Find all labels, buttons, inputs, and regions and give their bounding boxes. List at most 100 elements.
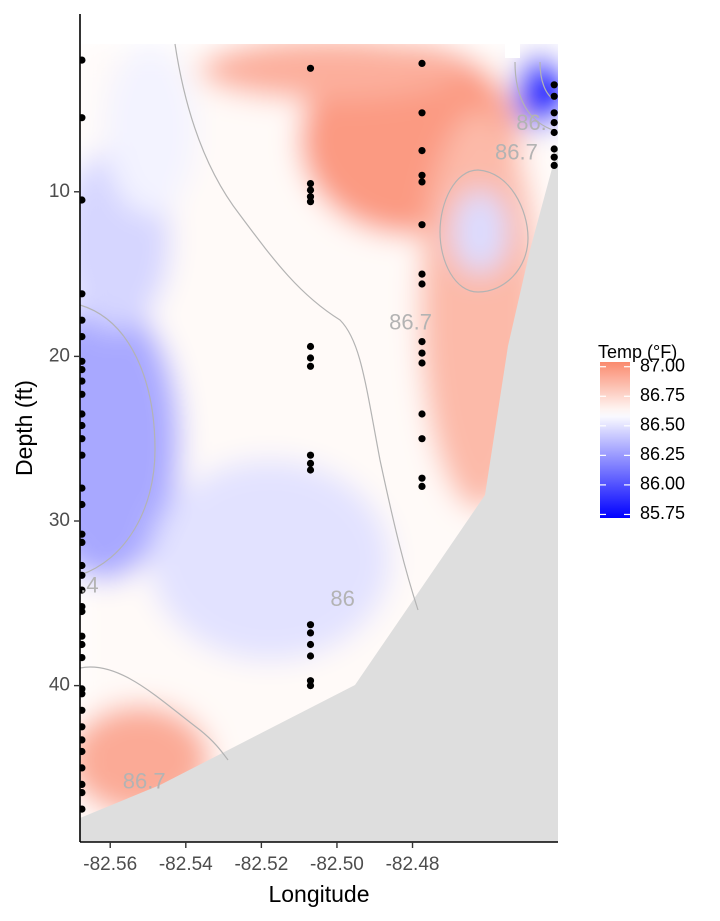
station-point [80,706,86,714]
station-point [306,354,315,362]
station-point [550,119,558,127]
station-point [418,338,426,346]
station-point [418,482,426,490]
legend-label: 86.75 [640,385,685,405]
station-point [80,747,86,756]
station-points [80,56,558,813]
station-point [80,366,86,374]
axes: -82.56 -82.54 -82.52 -82.50 -82.48 10203040 … [11,14,558,907]
contour-label: 86.7 [123,769,166,794]
station-point [306,466,315,474]
station-point [80,530,86,538]
station-point [80,571,86,579]
station-point [80,500,86,509]
contour-line [174,43,419,611]
station-point [418,270,426,278]
station-point [418,410,426,418]
station-point [80,607,86,616]
station-point [80,484,86,492]
station-point [306,193,315,201]
station-point [550,161,558,169]
station-point [306,621,315,629]
station-point [306,640,315,649]
station-point [80,586,86,594]
station-point [418,109,426,117]
station-point [80,196,86,204]
station-point [550,109,558,117]
station-point [418,221,426,229]
station-point [80,640,86,649]
station-point [80,780,86,788]
station-point [550,153,558,161]
station-point [306,652,315,660]
legend: Temp (°F) 87.00 86.75 86.50 86.25 86.00 85.75 [598,342,685,523]
station-point [306,342,315,351]
y-tick-label: 40 [49,675,70,696]
station-point [418,147,426,155]
temperature-field [80,14,558,842]
station-point [306,451,315,459]
station-point [550,145,558,153]
station-point [550,128,558,137]
station-point [80,290,86,298]
station-point [80,451,86,459]
legend-label: 86.25 [640,444,685,464]
station-point [80,632,86,640]
station-point [80,764,86,772]
station-point [306,186,315,194]
station-point [418,435,426,443]
station-point [418,474,426,482]
station-point [80,561,86,570]
y-axis-title: Depth (ft) [11,380,37,476]
station-point [306,64,315,72]
station-point [550,92,558,100]
station-point [80,654,86,662]
station-point [306,629,315,637]
temperature-blob [452,190,508,274]
x-axis-title: Longitude [268,881,369,907]
station-point [80,333,86,341]
station-point [550,81,558,89]
station-point [80,56,86,64]
station-point [418,171,426,179]
station-point [418,178,426,186]
station-point [80,357,86,365]
y-tick-label: 30 [49,510,70,531]
contour-line [80,666,229,761]
contour-label: 86.7 [495,140,538,165]
y-tick-label: 20 [49,345,70,366]
y-axis-ticks: 10 20 30 40 [49,181,80,696]
station-point [306,362,315,370]
station-point [80,435,86,443]
contour-label: 86. [516,110,547,135]
contour-label: 86.7 [389,309,432,334]
x-tick-label: -82.52 [234,854,288,875]
station-point [80,789,86,797]
x-tick-label: -82.50 [310,854,364,875]
legend-colorbar [600,362,630,518]
station-point [80,114,86,122]
station-point [80,805,86,813]
temperature-blob [80,300,180,580]
x-tick-label: -82.54 [159,854,213,875]
x-tick-label: -82.56 [83,854,137,875]
y-tick-label: 10 [49,181,70,202]
station-point [418,349,426,357]
contour-label: .4 [80,573,98,598]
temperature-blob [105,45,195,215]
contour-line [439,169,529,293]
legend-title: Temp (°F) [598,342,677,362]
station-point [80,690,86,698]
station-point [418,359,426,367]
station-point [306,180,315,188]
x-axis-ticks: -82.56 -82.54 -82.52 -82.50 -82.48 [83,842,439,875]
station-point [80,377,86,385]
station-point [418,59,426,67]
legend-label: 86.50 [640,415,685,435]
grid-notch [505,44,520,58]
station-point [306,459,315,467]
bathymetry-region [80,150,558,842]
contour-line [80,304,156,576]
legend-label: 86.00 [640,474,685,494]
